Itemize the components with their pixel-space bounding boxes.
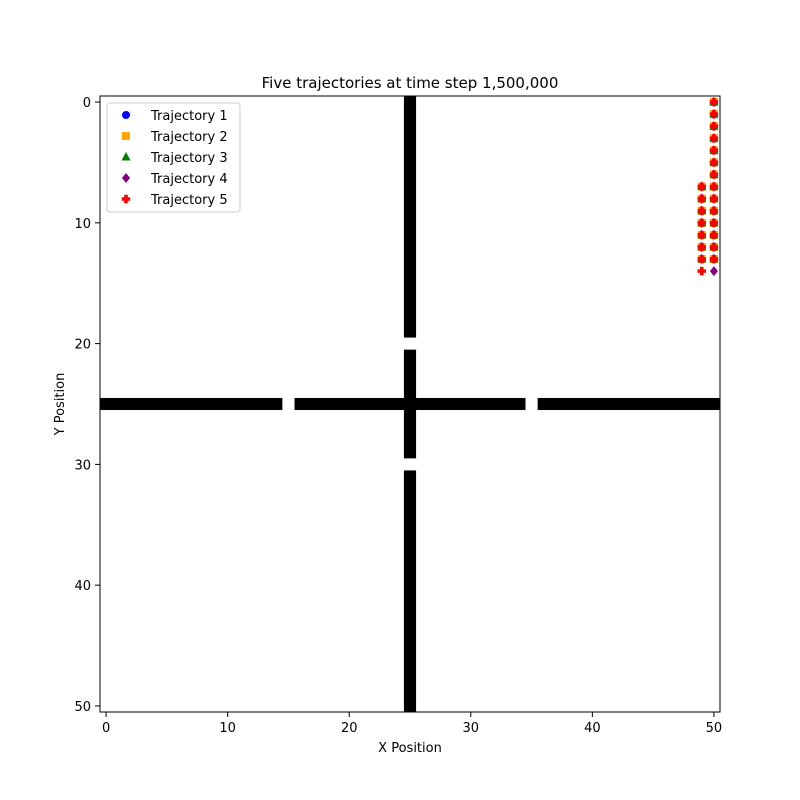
x-axis-label: X Position bbox=[378, 741, 442, 756]
legend-marker-2 bbox=[122, 132, 130, 140]
legend-marker-5 bbox=[121, 194, 131, 204]
point-series-5-8 bbox=[709, 182, 719, 191]
y-tick-label: 50 bbox=[74, 700, 91, 715]
axis-ticks: 0 10 20 30 40 50 0 10 20 30 40 50 bbox=[74, 96, 722, 736]
y-tick-label: 10 bbox=[74, 217, 91, 232]
y-axis-label: Y Position bbox=[53, 373, 68, 437]
point-series-5-1 bbox=[709, 97, 719, 107]
point-series-5-4 bbox=[709, 134, 719, 143]
y-tick-label: 30 bbox=[74, 458, 91, 473]
wall-vertical-segment-3 bbox=[403, 470, 417, 712]
point-series-5-19 bbox=[697, 230, 706, 240]
wall-horizontal-segment-1 bbox=[100, 397, 283, 411]
x-tick-label: 20 bbox=[341, 721, 358, 736]
point-series-5-11 bbox=[709, 218, 719, 228]
x-tick-label: 30 bbox=[463, 721, 480, 736]
x-tick-label: 40 bbox=[584, 721, 601, 736]
chart-title: Five trajectories at time step 1,500,000 bbox=[262, 74, 559, 92]
point-series-5-5 bbox=[709, 146, 719, 155]
wall-horizontal-segment-3 bbox=[537, 397, 720, 411]
legend: Trajectory 1 Trajectory 2 Trajectory 3 Traj… bbox=[106, 102, 241, 213]
legend-entry-4: Trajectory 4 bbox=[150, 172, 228, 187]
point-series-5-16 bbox=[697, 194, 706, 203]
point-series-5-12 bbox=[709, 230, 719, 240]
point-series-5-10 bbox=[709, 206, 719, 215]
legend-box bbox=[106, 102, 241, 213]
point-series-5-9 bbox=[709, 194, 719, 203]
point-series-5-18 bbox=[697, 218, 706, 228]
legend-entry-1: Trajectory 1 bbox=[150, 109, 228, 124]
legend-entry-3: Trajectory 3 bbox=[150, 151, 228, 166]
legend-marker-3 bbox=[121, 152, 131, 161]
legend-entry-5: Trajectory 5 bbox=[150, 193, 228, 208]
y-tick-label: 0 bbox=[83, 96, 91, 111]
point-series-5-3 bbox=[709, 121, 719, 131]
x-tick-label: 10 bbox=[219, 721, 236, 736]
point-series-5-13 bbox=[709, 242, 719, 252]
point-series-5-15 bbox=[697, 182, 706, 191]
legend-marker-1 bbox=[122, 111, 130, 119]
y-tick-label: 40 bbox=[74, 579, 91, 594]
point-series-5-20 bbox=[697, 242, 706, 252]
legend-entry-2: Trajectory 2 bbox=[150, 130, 228, 145]
plot-frame bbox=[99, 95, 721, 713]
trajectory-points bbox=[697, 97, 719, 277]
point-series-5-17 bbox=[697, 206, 706, 215]
point-series-5-21 bbox=[697, 254, 706, 264]
walls bbox=[100, 96, 720, 712]
x-tick-label: 50 bbox=[706, 721, 723, 736]
point-series-5-22 bbox=[697, 266, 706, 276]
y-tick-label: 20 bbox=[74, 338, 91, 353]
x-tick-label: 0 bbox=[102, 721, 110, 736]
wall-horizontal-segment-2 bbox=[294, 397, 526, 411]
legend-marker-4 bbox=[122, 173, 130, 183]
point-series-5-14 bbox=[709, 254, 719, 264]
point-series-5-7 bbox=[709, 170, 719, 179]
point-series-4-15 bbox=[709, 266, 718, 277]
point-series-5-6 bbox=[709, 158, 719, 167]
point-series-5-2 bbox=[709, 109, 719, 119]
wall-vertical-segment-1 bbox=[403, 96, 417, 338]
